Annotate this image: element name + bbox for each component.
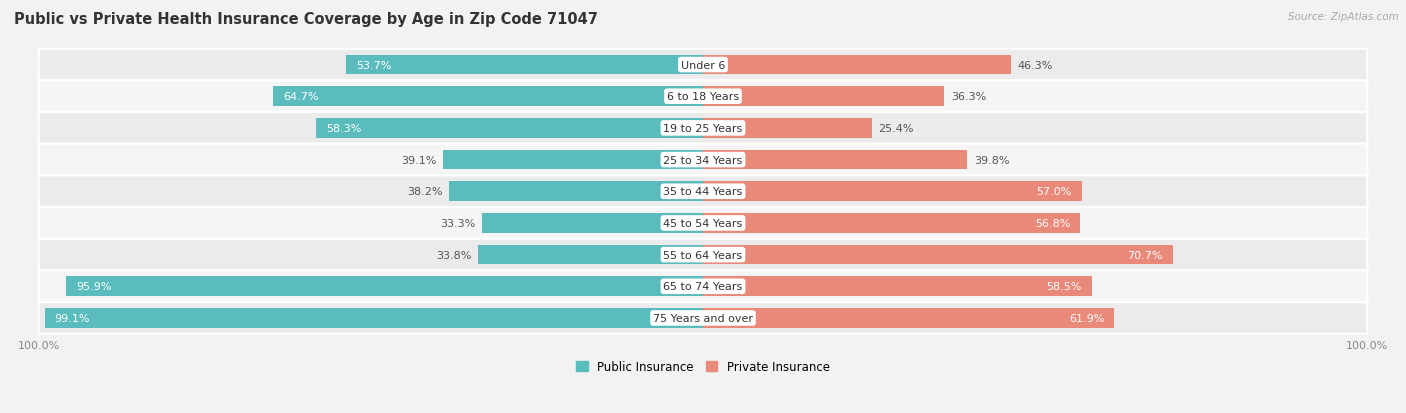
Bar <box>703 214 1080 233</box>
FancyBboxPatch shape <box>39 113 1367 145</box>
Bar <box>450 182 703 202</box>
Text: 64.7%: 64.7% <box>283 92 319 102</box>
Text: 19 to 25 Years: 19 to 25 Years <box>664 123 742 133</box>
Bar <box>703 277 1091 297</box>
Text: 55 to 64 Years: 55 to 64 Years <box>664 250 742 260</box>
Bar <box>482 214 703 233</box>
Text: 95.9%: 95.9% <box>76 282 111 292</box>
Text: 45 to 54 Years: 45 to 54 Years <box>664 218 742 228</box>
Bar <box>703 87 945 107</box>
Text: 25 to 34 Years: 25 to 34 Years <box>664 155 742 165</box>
FancyBboxPatch shape <box>39 176 1367 208</box>
Bar <box>703 119 872 138</box>
Text: 39.8%: 39.8% <box>974 155 1010 165</box>
FancyBboxPatch shape <box>39 208 1367 239</box>
Legend: Public Insurance, Private Insurance: Public Insurance, Private Insurance <box>576 360 830 373</box>
Text: 70.7%: 70.7% <box>1128 250 1163 260</box>
Bar <box>703 56 1011 75</box>
Bar <box>443 150 703 170</box>
Text: 57.0%: 57.0% <box>1036 187 1071 197</box>
Text: Under 6: Under 6 <box>681 60 725 70</box>
Text: 35 to 44 Years: 35 to 44 Years <box>664 187 742 197</box>
Text: 58.3%: 58.3% <box>326 123 361 133</box>
Text: 25.4%: 25.4% <box>879 123 914 133</box>
FancyBboxPatch shape <box>39 302 1367 334</box>
FancyBboxPatch shape <box>39 271 1367 302</box>
Bar <box>703 150 967 170</box>
Bar <box>703 245 1173 265</box>
Bar <box>478 245 703 265</box>
Text: 46.3%: 46.3% <box>1017 60 1053 70</box>
Text: Source: ZipAtlas.com: Source: ZipAtlas.com <box>1288 12 1399 22</box>
FancyBboxPatch shape <box>39 50 1367 81</box>
Text: 33.8%: 33.8% <box>436 250 472 260</box>
Text: 39.1%: 39.1% <box>401 155 437 165</box>
Text: 58.5%: 58.5% <box>1046 282 1081 292</box>
Bar <box>346 56 703 75</box>
Text: 6 to 18 Years: 6 to 18 Years <box>666 92 740 102</box>
Text: 38.2%: 38.2% <box>408 187 443 197</box>
Bar <box>703 309 1114 328</box>
Text: 36.3%: 36.3% <box>950 92 986 102</box>
FancyBboxPatch shape <box>39 145 1367 176</box>
Bar <box>66 277 703 297</box>
Text: 65 to 74 Years: 65 to 74 Years <box>664 282 742 292</box>
FancyBboxPatch shape <box>39 239 1367 271</box>
Text: 33.3%: 33.3% <box>440 218 475 228</box>
Text: 53.7%: 53.7% <box>356 60 392 70</box>
Text: 56.8%: 56.8% <box>1035 218 1070 228</box>
Bar <box>316 119 703 138</box>
Bar <box>273 87 703 107</box>
Text: 75 Years and over: 75 Years and over <box>652 313 754 323</box>
FancyBboxPatch shape <box>39 81 1367 113</box>
Text: Public vs Private Health Insurance Coverage by Age in Zip Code 71047: Public vs Private Health Insurance Cover… <box>14 12 598 27</box>
Bar <box>45 309 703 328</box>
Text: 99.1%: 99.1% <box>55 313 90 323</box>
Bar <box>703 182 1081 202</box>
Text: 61.9%: 61.9% <box>1069 313 1104 323</box>
